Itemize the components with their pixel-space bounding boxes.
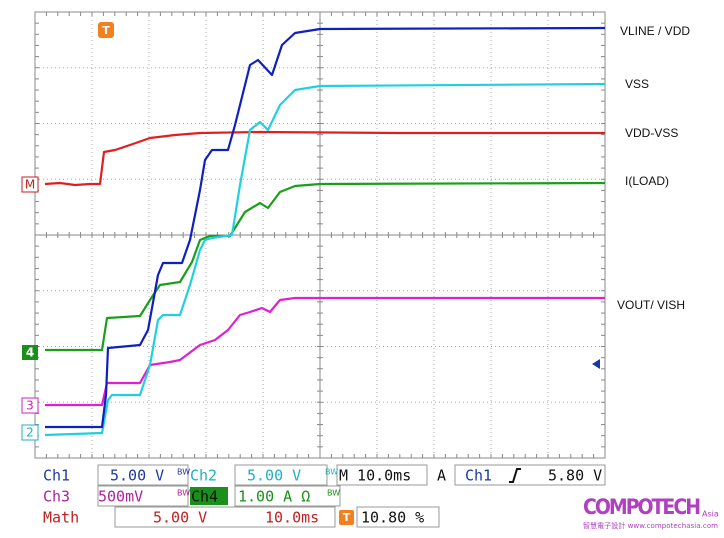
ch4-scale: 1.00 A Ω xyxy=(238,488,310,506)
trigger-position-icon-label: T xyxy=(343,511,351,524)
math-label: Math xyxy=(43,509,79,527)
ch4-badge xyxy=(190,487,228,505)
trace-label: I(LOAD) xyxy=(625,174,669,188)
trigger-level: 5.80 V xyxy=(548,467,602,485)
readout-box xyxy=(114,506,336,528)
ch1-scale: 5.00 V xyxy=(110,467,164,485)
readout-box xyxy=(97,485,189,507)
readout-box xyxy=(336,464,428,486)
ch3-bw: BW xyxy=(177,489,190,498)
trace-label: VOUT/ VISH xyxy=(617,298,685,312)
trace-ch3 xyxy=(45,296,605,407)
ch2-scale: 5.00 V xyxy=(247,467,301,485)
acq-mode: A xyxy=(437,467,446,485)
trace-math xyxy=(44,130,605,187)
ch3-marker xyxy=(21,397,39,414)
trigger-position: 10.80 % xyxy=(361,509,424,527)
math-scale: 5.00 V xyxy=(153,509,207,527)
ch2-label: Ch2 xyxy=(190,467,217,485)
ch3-scale: 500mV xyxy=(98,488,143,506)
ch2-marker-label: 2 xyxy=(26,426,34,440)
ch4-marker-label: 4 xyxy=(26,346,34,360)
readout-box xyxy=(454,464,606,486)
math-time: 10.0ms xyxy=(265,509,319,527)
offset-arrow xyxy=(592,359,600,369)
math-marker xyxy=(21,176,39,193)
ch1-bw: BW xyxy=(177,468,190,477)
trace-ch2 xyxy=(44,82,606,437)
trace-ch1 xyxy=(45,26,606,429)
ch3-label: Ch3 xyxy=(43,488,70,506)
ch1-label: Ch1 xyxy=(43,467,70,485)
ch4-marker xyxy=(22,345,38,360)
ch4-bw: BW xyxy=(327,489,340,498)
trigger-position-icon xyxy=(339,510,354,525)
trace-ch4 xyxy=(45,181,606,352)
watermark-region: Asia xyxy=(702,510,719,519)
watermark-tagline: 智慧電子設計 www.compotechasia.com xyxy=(583,521,718,530)
readout-box xyxy=(356,506,440,528)
trigger-source: Ch1 xyxy=(465,467,492,485)
ch2-bw: BW xyxy=(325,468,338,477)
trace-label: VDD-VSS xyxy=(625,126,678,140)
graticule xyxy=(34,11,606,459)
math-marker-label: M xyxy=(25,178,35,192)
trigger-marker-label: T xyxy=(102,24,110,37)
timebase: M 10.0ms xyxy=(339,467,411,485)
readout-box xyxy=(234,464,328,486)
ch2-marker xyxy=(21,424,39,441)
trigger-marker xyxy=(98,22,114,38)
trigger-slope xyxy=(509,468,521,483)
ch3-marker-label: 3 xyxy=(26,399,34,413)
readout-box xyxy=(97,464,189,486)
readout-box xyxy=(234,485,341,507)
ch4-label: Ch4 xyxy=(191,488,218,506)
trace-label: VSS xyxy=(625,77,649,91)
trace-label: VLINE / VDD xyxy=(620,24,690,38)
watermark-brand: COMPOTECH xyxy=(583,495,701,519)
